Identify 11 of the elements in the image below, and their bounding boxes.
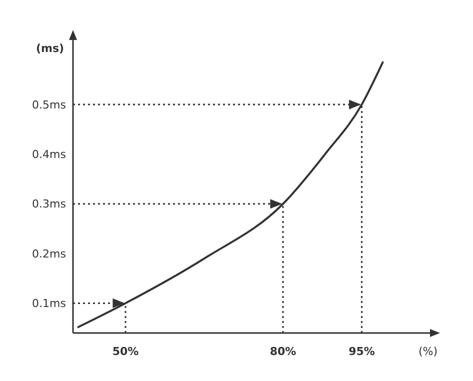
y-tick-label: 0.5ms	[32, 98, 66, 112]
y-tick-label: 0.1ms	[32, 297, 66, 310]
y-tick-label: 0.2ms	[32, 247, 66, 260]
x-tick-label: 80%	[270, 345, 296, 358]
y-axis-title: (ms)	[36, 42, 64, 55]
y-tick-label: 0.4ms	[32, 148, 66, 162]
y-tick-label: 0.3ms	[32, 198, 66, 211]
x-tick-label: 50%	[112, 345, 139, 358]
line-series	[77, 61, 384, 328]
x-axis-title: (%)	[418, 345, 438, 358]
x-tick-label: 95%	[348, 345, 375, 358]
